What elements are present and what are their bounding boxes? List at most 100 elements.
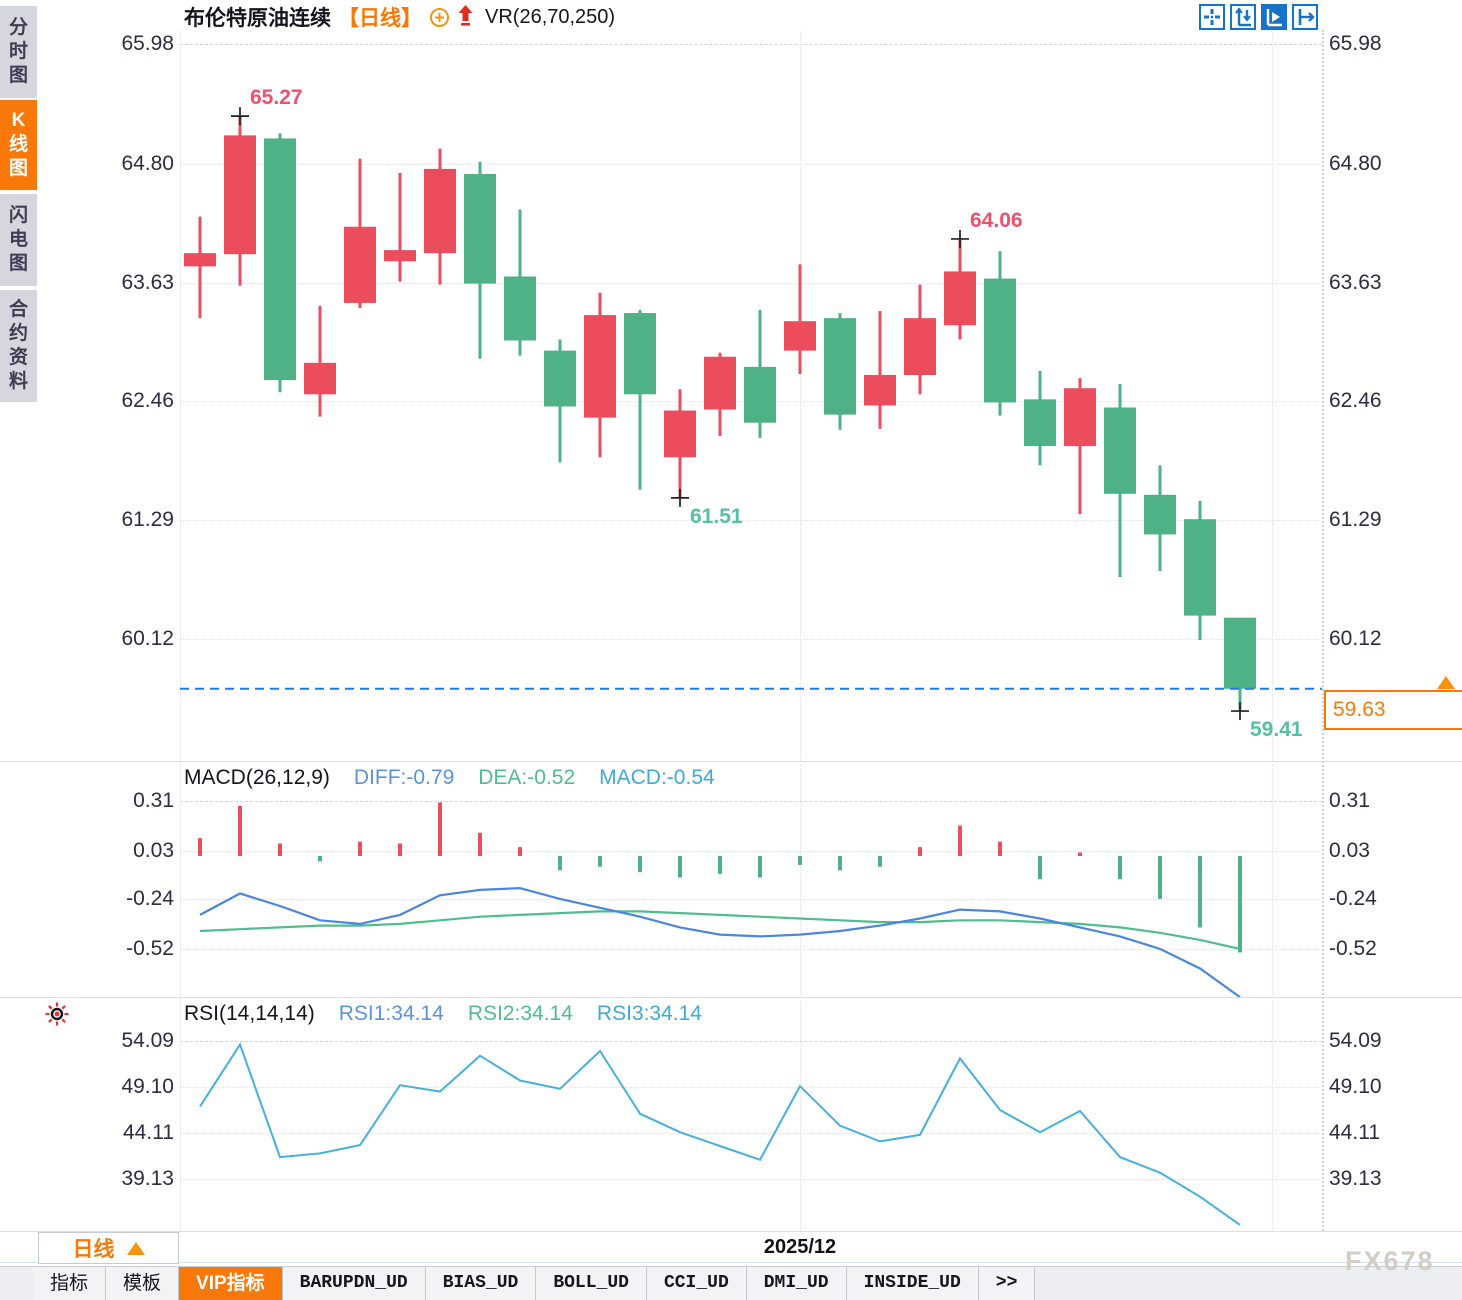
- gridline-vertical: [800, 1000, 801, 1231]
- y-axis-label: 54.09: [1329, 1029, 1382, 1052]
- y-axis-label: 49.10: [121, 1075, 174, 1098]
- y-axis-label: 65.98: [121, 32, 174, 55]
- gridline-vertical: [1272, 30, 1273, 761]
- y-axis-label: 49.10: [1329, 1075, 1382, 1098]
- chart-toolbar: [1199, 4, 1318, 30]
- sidebar-item-label: 分时图: [8, 17, 28, 86]
- y-axis-label: 63.63: [1329, 271, 1382, 294]
- buy-signal-up-arrow-icon: [457, 4, 474, 27]
- gridline-vertical: [800, 765, 801, 997]
- y-axis-label: 64.80: [121, 152, 174, 175]
- gridline: [180, 283, 1322, 284]
- y-axis-label: -0.52: [1329, 937, 1377, 960]
- candlestick-chart-canvas[interactable]: [180, 30, 1322, 761]
- pane-expand-icon[interactable]: [1292, 4, 1318, 30]
- gridline: [180, 44, 1322, 45]
- bottom-tab-8[interactable]: DMI_UD: [746, 1267, 847, 1300]
- sidebar-item-label: K线图: [8, 110, 28, 179]
- y-axis-label: 44.11: [1329, 1121, 1380, 1144]
- bottom-tab-10[interactable]: >>: [978, 1267, 1036, 1300]
- gridline: [180, 899, 1322, 900]
- gridline: [180, 949, 1322, 950]
- macd-macd-value: MACD:-0.54: [599, 766, 715, 789]
- y-axis-label: 60.12: [1329, 627, 1382, 650]
- period-tag: 【日线】: [338, 7, 422, 30]
- price-annotation: 61.51: [690, 505, 743, 528]
- sidebar-item-1[interactable]: 分时图: [0, 6, 37, 98]
- current-price-box: 59.63: [1324, 690, 1462, 730]
- macd-header: MACD(26,12,9) DIFF:-0.79 DEA:-0.52 MACD:…: [184, 766, 715, 790]
- axis-scale-icon[interactable]: [1230, 4, 1256, 30]
- period-selector-label: 日线: [72, 1238, 115, 1261]
- bottom-tab-7[interactable]: CCI_UD: [646, 1267, 747, 1300]
- sidebar-item-2[interactable]: K线图: [0, 100, 37, 190]
- y-axis-label: 61.29: [121, 508, 174, 531]
- bottom-tab-2[interactable]: 模板: [106, 1267, 180, 1300]
- bottom-tab-4[interactable]: BARUPDN_UD: [282, 1267, 426, 1300]
- bottom-tab-9[interactable]: INSIDE_UD: [846, 1267, 979, 1300]
- y-axis-label: -0.24: [126, 887, 174, 910]
- rsi1-value: RSI1:34.14: [338, 1002, 444, 1025]
- gridline: [180, 1133, 1322, 1134]
- bottom-tab-6[interactable]: BOLL_UD: [536, 1267, 647, 1300]
- y-axis-label: 62.46: [1329, 389, 1382, 412]
- panel-separator: [0, 1262, 1462, 1263]
- gridline: [180, 851, 1322, 852]
- rsi2-value: RSI2:34.14: [467, 1002, 573, 1025]
- triangle-up-icon: [126, 1241, 145, 1255]
- y-axis-label: 64.80: [1329, 152, 1382, 175]
- gridline-vertical: [1272, 1000, 1273, 1231]
- y-axis-label: 65.98: [1329, 32, 1382, 55]
- plot-left-border: [180, 30, 181, 1231]
- y-axis-label: -0.24: [1329, 887, 1377, 910]
- sidebar-item-label: 闪电图: [8, 205, 28, 274]
- plot-right-border: [1322, 30, 1324, 1231]
- indicator-tab-bar: 指标 模板 VIP指标 BARUPDN_UD BIAS_UD BOLL_UD CCI_UD D…: [0, 1266, 1462, 1300]
- bottom-tab-1[interactable]: 指标: [33, 1267, 107, 1300]
- gridline: [180, 801, 1322, 802]
- price-annotation: 65.27: [250, 86, 303, 109]
- panel-separator: [0, 1231, 1462, 1232]
- y-axis-label: 62.46: [121, 389, 174, 412]
- macd-chart-canvas[interactable]: [180, 765, 1322, 997]
- gridline: [180, 639, 1322, 640]
- y-axis-label: 0.31: [133, 789, 174, 812]
- gridline: [180, 1041, 1322, 1042]
- period-selector[interactable]: 日线: [38, 1232, 179, 1264]
- price-alert-arrow-icon: [1437, 676, 1455, 689]
- x-axis-date-tick: 2025/12: [763, 1236, 837, 1258]
- y-axis-label: 61.29: [1329, 508, 1382, 531]
- bottom-tab-3[interactable]: VIP指标: [179, 1267, 283, 1300]
- gridline-vertical: [800, 30, 801, 761]
- price-annotation: 64.06: [970, 209, 1023, 232]
- pan-crosshair-icon[interactable]: [1199, 4, 1225, 30]
- y-axis-label: 63.63: [121, 271, 174, 294]
- y-axis-label: 60.12: [121, 627, 174, 650]
- gridline: [180, 1179, 1322, 1180]
- price-annotation: 59.41: [1250, 718, 1303, 741]
- chart-titlebar: 布伦特原油连续 【日线】 VR(26,70,250): [184, 4, 615, 30]
- rsi-header: RSI(14,14,14) RSI1:34.14 RSI2:34.14 RSI3…: [184, 1002, 702, 1026]
- sidebar-item-label: 合约资料: [8, 299, 28, 392]
- rsi-title: RSI(14,14,14): [184, 1002, 315, 1025]
- y-axis-label: 0.31: [1329, 789, 1370, 812]
- add-indicator-icon[interactable]: [429, 7, 450, 28]
- sidebar-item-4[interactable]: 合约资料: [0, 290, 37, 402]
- y-axis-label: 0.03: [133, 839, 174, 862]
- sidebar-item-3[interactable]: 闪电图: [0, 194, 37, 286]
- panel-separator: [0, 997, 1462, 998]
- y-axis-label: 54.09: [121, 1029, 174, 1052]
- y-axis-label: 39.13: [1329, 1167, 1382, 1190]
- y-axis-label: 44.11: [123, 1121, 174, 1144]
- symbol-name: 布伦特原油连续: [184, 7, 331, 30]
- macd-title: MACD(26,12,9): [184, 766, 330, 789]
- gridline: [180, 164, 1322, 165]
- axis-cursor-icon[interactable]: [1261, 4, 1287, 30]
- macd-dea-value: DEA:-0.52: [478, 766, 576, 789]
- bottom-tab-5[interactable]: BIAS_UD: [425, 1267, 537, 1300]
- rsi-chart-canvas[interactable]: [180, 1000, 1322, 1231]
- rsi3-value: RSI3:34.14: [596, 1002, 702, 1025]
- vr-indicator-label: VR(26,70,250): [485, 5, 616, 28]
- live-indicator-icon[interactable]: [44, 1001, 70, 1027]
